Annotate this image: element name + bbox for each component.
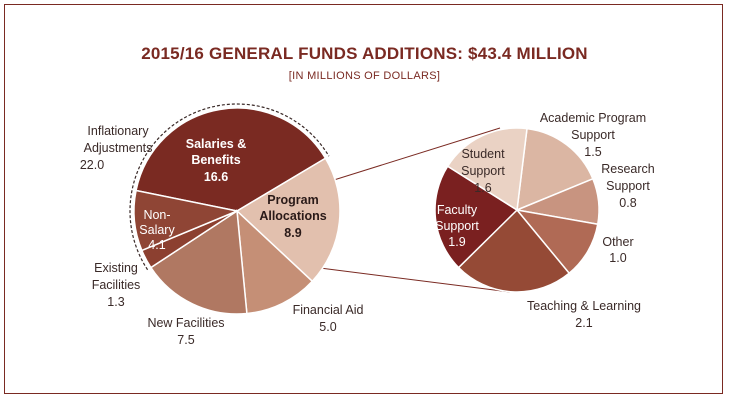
teaching-value: 2.1 bbox=[575, 316, 592, 330]
research-value: 0.8 bbox=[619, 196, 636, 210]
student-label-line1: Student bbox=[461, 147, 505, 161]
nonsalary-label-line2: Salary bbox=[139, 223, 175, 237]
program-label-line2: Allocations bbox=[259, 209, 326, 223]
other-value: 1.0 bbox=[609, 251, 626, 265]
salaries-label-line2: Benefits bbox=[191, 153, 240, 167]
existing-label-line2: Facilities bbox=[92, 278, 141, 292]
nonsalary-value: 4.1 bbox=[148, 238, 165, 252]
inflationary-label-line2: Adjustments bbox=[84, 141, 153, 155]
finaid-label: Financial Aid bbox=[293, 303, 364, 317]
faculty-label-line1: Faculty bbox=[437, 203, 478, 217]
pie-slice-faculty-support bbox=[434, 165, 519, 269]
academic-label-line1: Academic Program bbox=[540, 111, 646, 125]
academic-label-line2: Support bbox=[571, 128, 615, 142]
finaid-value: 5.0 bbox=[319, 320, 336, 334]
salaries-value: 16.6 bbox=[204, 170, 228, 184]
existing-label-line1: Existing bbox=[94, 261, 138, 275]
faculty-value: 1.9 bbox=[448, 235, 465, 249]
pie-slice-new-facilities bbox=[149, 209, 248, 315]
chart-subtitle: [IN MILLIONS OF DOLLARS] bbox=[288, 70, 441, 82]
sub-pie bbox=[434, 127, 600, 293]
program-value: 8.9 bbox=[284, 226, 301, 240]
research-label-line1: Research bbox=[601, 162, 655, 176]
salaries-label-line1: Salaries & bbox=[186, 137, 246, 151]
existing-value: 1.3 bbox=[107, 295, 124, 309]
teaching-label: Teaching & Learning bbox=[527, 299, 641, 313]
pie-slice-non-salary bbox=[133, 189, 240, 252]
inflationary-dashed-arc bbox=[129, 103, 330, 271]
student-value: 1.6 bbox=[474, 181, 491, 195]
chart-frame bbox=[4, 4, 723, 394]
pie-slice-teaching-learning bbox=[457, 208, 571, 293]
nonsalary-label-line1: Non- bbox=[143, 208, 170, 222]
other-label: Other bbox=[602, 235, 633, 249]
inflationary-label-line1: Inflationary bbox=[87, 124, 149, 138]
program-label-line1: Program bbox=[267, 193, 318, 207]
pie-slice-academic-program-support bbox=[516, 127, 594, 212]
student-label-line2: Support bbox=[461, 164, 505, 178]
chart-title: 2015/16 GENERAL FUNDS ADDITIONS: $43.4 M… bbox=[141, 44, 588, 63]
pie-slice-financial-aid bbox=[236, 209, 314, 315]
pie-slice-salaries-benefits bbox=[135, 107, 327, 212]
inflationary-value: 22.0 bbox=[80, 158, 104, 172]
pie-slice-program-allocations bbox=[235, 157, 341, 283]
newfac-value: 7.5 bbox=[177, 333, 194, 347]
connector-line-bottom bbox=[319, 267, 511, 293]
pie-slice-student-support bbox=[446, 127, 528, 212]
newfac-label: New Facilities bbox=[147, 316, 224, 330]
research-label-line2: Support bbox=[606, 179, 650, 193]
faculty-label-line2: Support bbox=[435, 219, 479, 233]
main-pie bbox=[133, 107, 341, 315]
academic-value: 1.5 bbox=[584, 145, 601, 159]
